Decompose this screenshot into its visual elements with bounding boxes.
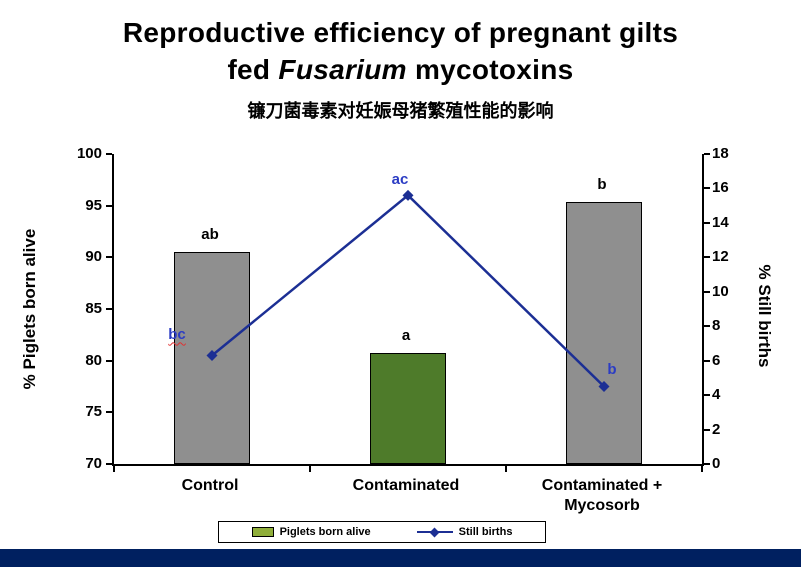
plot-area — [106, 153, 710, 472]
left-axis-tick-label: 75 — [85, 403, 102, 421]
bar-swatch-icon — [251, 527, 274, 537]
left-axis-title: % Piglets born alive — [20, 228, 39, 390]
legend-item-piglets: Piglets born alive — [251, 526, 371, 538]
right-axis-tick-label: 10 — [712, 282, 729, 300]
still-births-line — [206, 189, 610, 392]
right-axis-title: % Still births — [755, 264, 774, 368]
right-axis-tick-label: 0 — [712, 455, 721, 472]
right-axis-tick-label: 6 — [712, 351, 721, 369]
right-axis-tick — [704, 290, 710, 293]
bar-significance-label: ab — [201, 226, 219, 244]
legend-item-stillbirths: Still births — [416, 526, 513, 538]
right-axis-tick — [704, 428, 710, 431]
right-axis-tick — [704, 463, 710, 465]
left-axis-tick-label: 95 — [85, 196, 102, 214]
left-axis-tick-label: 100 — [76, 145, 102, 162]
legend-label-stillbirths: Still births — [458, 526, 513, 538]
left-axis-tick — [106, 359, 112, 362]
chart-legend: Piglets born alive Still births — [218, 521, 546, 543]
category-label: Control — [181, 477, 239, 494]
right-axis-tick-label: 8 — [712, 317, 721, 335]
slide-footer-bar — [0, 549, 801, 567]
left-axis-tick — [106, 256, 112, 259]
legend-label-piglets: Piglets born alive — [279, 526, 371, 538]
x-axis-tick — [309, 466, 311, 472]
diamond-marker-icon — [429, 527, 440, 537]
left-axis-tick-label: 85 — [85, 300, 102, 317]
category-label: Contaminated + Mycosorb — [541, 477, 663, 514]
slide-subtitle-chinese: 镰刀菌毒素对妊娠母猪繁殖性能的影响 — [247, 101, 554, 121]
left-axis-tick — [106, 411, 112, 414]
left-axis-tick — [106, 308, 112, 310]
line-significance-label: b — [607, 360, 617, 378]
line-significance-label: ac — [391, 171, 409, 189]
right-axis-tick — [704, 256, 710, 259]
x-axis-tick — [701, 466, 703, 472]
left-axis-tick — [106, 153, 112, 155]
left-axis-tick — [106, 204, 112, 207]
x-axis-tick — [505, 466, 507, 472]
line-swatch-icon — [416, 527, 453, 537]
right-axis-tick-label: 12 — [712, 248, 729, 266]
right-axis-tick — [704, 359, 710, 362]
x-axis-tick — [113, 466, 115, 472]
bar-significance-label: b — [597, 175, 607, 193]
diamond-marker-icon — [402, 189, 414, 201]
left-axis-tick — [106, 463, 112, 465]
line-path — [211, 193, 605, 388]
slide-title-line1: Reproductive efficiency of pregnant gilt… — [122, 17, 679, 48]
bar-contaminated-mycosorb — [566, 201, 642, 464]
left-axis-tick-label: 80 — [85, 351, 102, 369]
right-axis-tick-label: 16 — [712, 179, 729, 197]
left-axis-tick-label: 70 — [85, 455, 102, 472]
slide-title-line2: fed Fusarium mycotoxins — [227, 54, 574, 85]
right-axis-tick — [704, 187, 710, 190]
right-axis-tick — [704, 394, 710, 397]
right-axis-tick — [704, 153, 710, 155]
diamond-marker-icon — [206, 350, 218, 361]
fusarium-italic: Fusarium — [278, 54, 407, 85]
line-significance-label: bc — [168, 325, 186, 343]
slide-title: Reproductive efficiency of pregnant gilt… — [0, 14, 801, 88]
right-axis-tick-label: 4 — [712, 386, 721, 404]
category-label: Contaminated — [352, 477, 460, 494]
left-axis-tick-label: 90 — [85, 248, 102, 266]
right-axis-tick — [704, 325, 710, 328]
diamond-marker-icon — [598, 381, 610, 392]
bar-contaminated — [370, 353, 446, 464]
right-axis-tick-label: 18 — [712, 145, 729, 162]
right-axis-tick-label: 2 — [712, 420, 721, 438]
right-axis-tick-label: 14 — [712, 213, 729, 231]
right-axis-tick — [704, 221, 710, 224]
bar-significance-label: a — [401, 327, 411, 345]
